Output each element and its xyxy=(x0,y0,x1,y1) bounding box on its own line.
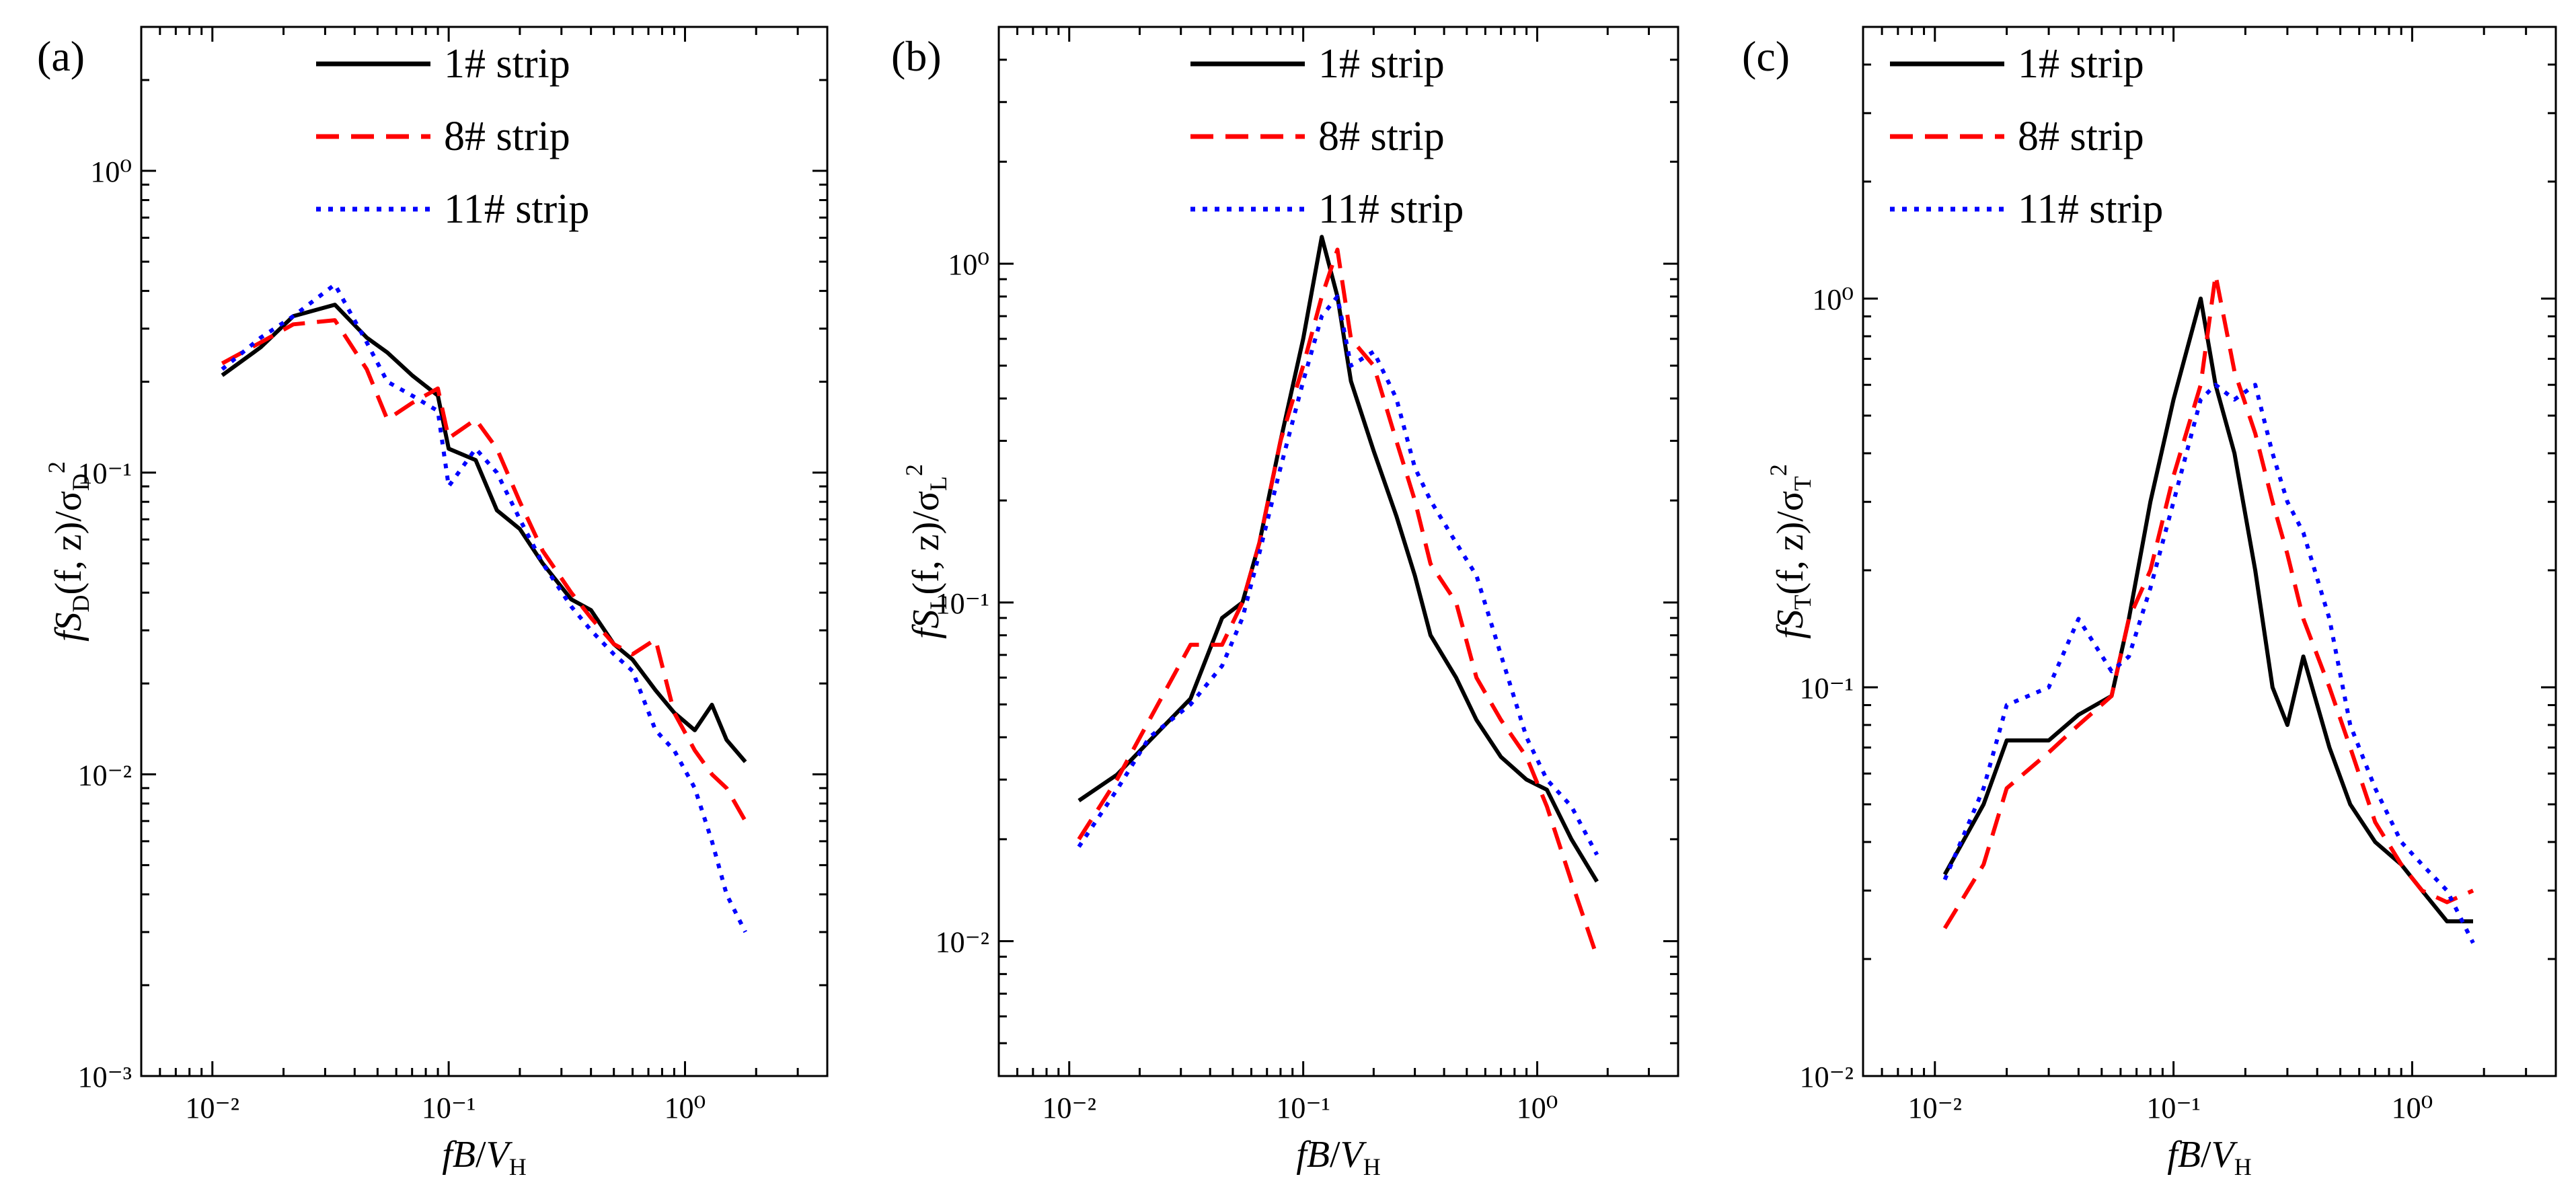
y-tick-label-b: 10⁻¹ xyxy=(936,587,989,620)
panel-b: (b) 10⁻² 10⁻¹ 10⁰ 10⁻² 10⁻¹ 10⁰ fB/VH fSL(f, … xyxy=(891,26,1679,1180)
y-tick-label-c: 10⁻¹ xyxy=(1800,672,1854,705)
axis-ticks-a: 10⁻² 10⁻¹ 10⁰ 10⁻³ 10⁻² 10⁻¹ 10⁰ xyxy=(78,26,829,1124)
panel-c: (c) 10⁻² 10⁻¹ 10⁰ 10⁻² 10⁻¹ 10⁰ fB/VH fST(f, … xyxy=(1742,26,2557,1180)
panel-label-b: (b) xyxy=(891,32,942,80)
series-layer-b xyxy=(1077,235,1599,958)
legend-label-1-b: 1# strip xyxy=(1318,41,1445,87)
y-tick-label-b: 10⁻² xyxy=(936,926,989,959)
legend-a: 1# strip 8# strip 11# strip xyxy=(316,41,589,232)
x-tick-label-a: 10⁻² xyxy=(186,1091,239,1124)
series-line-2-c xyxy=(1942,272,2474,929)
legend-label-2-b: 8# strip xyxy=(1318,114,1445,159)
y-tick-label-a: 10⁰ xyxy=(90,155,132,188)
panel-label-a: (a) xyxy=(37,32,85,80)
legend-c: 1# strip 8# strip 11# strip xyxy=(1890,41,2163,232)
y-tick-label-a: 10⁻¹ xyxy=(78,457,132,490)
series-line-2-a xyxy=(221,318,747,822)
series-line-1-c xyxy=(1942,297,2473,923)
axis-ticks-c: 10⁻² 10⁻¹ 10⁰ 10⁻² 10⁻¹ 10⁰ xyxy=(1800,26,2557,1124)
series-line-2-b xyxy=(1077,247,1599,958)
legend-label-2-c: 8# strip xyxy=(2018,114,2144,159)
x-tick-label-b: 10⁻¹ xyxy=(1276,1091,1330,1124)
legend-label-3-a: 11# strip xyxy=(444,186,589,232)
axis-ticks-b: 10⁻² 10⁻¹ 10⁰ 10⁻² 10⁻¹ 10⁰ xyxy=(936,26,1679,1124)
series-line-3-c xyxy=(1942,383,2475,944)
series-line-1-b xyxy=(1077,235,1599,883)
x-tick-label-b: 10⁻² xyxy=(1043,1091,1096,1124)
series-layer-a xyxy=(221,282,747,933)
series-layer-c xyxy=(1942,272,2475,944)
series-line-3-a xyxy=(221,282,747,933)
x-tick-label-a: 10⁻¹ xyxy=(422,1091,476,1124)
y-tick-label-a: 10⁻² xyxy=(78,759,132,792)
y-axis-title-c: fST(f, z)/σT2 xyxy=(1765,464,1816,639)
y-axis-title-b: fSL(f, z)/σL2 xyxy=(901,464,952,639)
legend-b: 1# strip 8# strip 11# strip xyxy=(1190,41,1464,232)
y-tick-label-c: 10⁰ xyxy=(1812,283,1854,316)
series-line-1-a xyxy=(221,303,747,763)
y-tick-label-c: 10⁻² xyxy=(1800,1061,1854,1094)
x-tick-label-b: 10⁰ xyxy=(1517,1091,1558,1124)
x-tick-label-c: 10⁻¹ xyxy=(2146,1091,2200,1124)
legend-label-3-c: 11# strip xyxy=(2018,186,2163,232)
plot-frame-b xyxy=(997,26,1679,1077)
x-tick-label-c: 10⁰ xyxy=(2392,1091,2433,1124)
legend-label-1-a: 1# strip xyxy=(444,41,570,87)
legend-label-3-b: 11# strip xyxy=(1318,186,1464,232)
x-axis-title-c: fB/VH xyxy=(2167,1134,2252,1180)
plot-frame-a xyxy=(140,26,829,1077)
x-axis-title-b: fB/VH xyxy=(1296,1134,1381,1180)
y-axis-title-a: fSD(f, z)/σD2 xyxy=(43,461,94,642)
x-axis-title-a: fB/VH xyxy=(442,1134,527,1180)
y-tick-label-b: 10⁰ xyxy=(948,248,989,281)
series-line-3-b xyxy=(1077,294,1599,856)
y-tick-label-a: 10⁻³ xyxy=(78,1061,132,1094)
legend-label-2-a: 8# strip xyxy=(444,114,570,159)
x-tick-label-a: 10⁰ xyxy=(665,1091,706,1124)
plot-frame-c xyxy=(1862,26,2557,1077)
panel-label-c: (c) xyxy=(1742,32,1790,80)
x-tick-label-c: 10⁻² xyxy=(1908,1091,1962,1124)
panel-a: (a) 10⁻² 10⁻¹ 10⁰ 10⁻³ 10⁻² 10⁻¹ 10⁰ fB/VH fSD… xyxy=(37,26,829,1180)
legend-label-1-c: 1# strip xyxy=(2018,41,2144,87)
